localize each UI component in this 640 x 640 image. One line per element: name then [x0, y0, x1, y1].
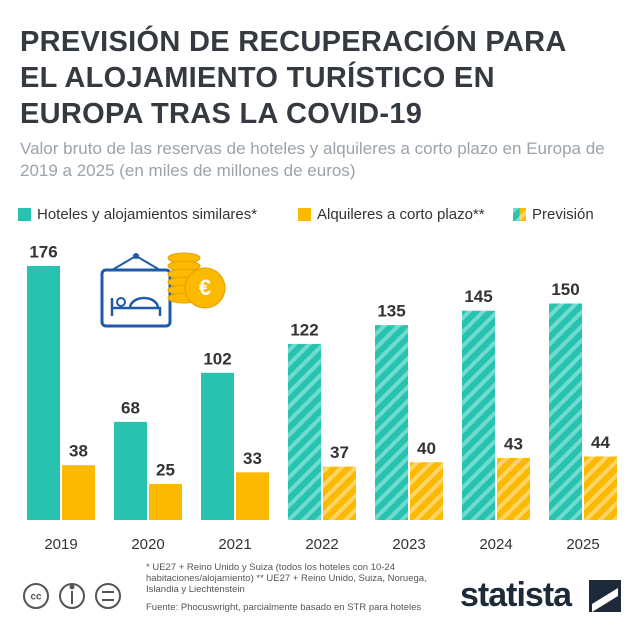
- data-label: 145: [464, 287, 492, 306]
- legend-label: Previsión: [532, 206, 594, 223]
- legend-swatch: [18, 208, 31, 221]
- bar: [288, 343, 321, 520]
- x-tick-label: 2021: [218, 536, 251, 553]
- bar: [201, 372, 234, 520]
- footnote: * UE27 + Reino Unido y Suiza (todos los …: [146, 562, 427, 595]
- x-tick-label: 2019: [44, 536, 77, 553]
- bar: [462, 310, 495, 520]
- license-icons: [23, 583, 121, 609]
- data-label: 122: [290, 320, 318, 339]
- bar: [323, 466, 356, 520]
- data-label: 102: [203, 349, 231, 368]
- legend-swatch: [519, 208, 526, 221]
- bar: [584, 456, 617, 520]
- data-label: 150: [551, 280, 579, 299]
- x-tick-label: 2025: [566, 536, 599, 553]
- bar: [236, 472, 269, 520]
- bar: [497, 457, 530, 520]
- legend-swatch: [298, 208, 311, 221]
- x-tick-label: 2023: [392, 536, 425, 553]
- bar: [375, 325, 408, 520]
- data-label: 176: [29, 242, 57, 261]
- bar: [149, 483, 182, 520]
- data-label: 68: [121, 398, 140, 417]
- bar: [62, 465, 95, 520]
- data-label: 38: [69, 442, 88, 461]
- bar: [27, 266, 60, 520]
- data-label: 25: [156, 460, 175, 479]
- data-label: 135: [377, 302, 405, 321]
- brand-name: statista: [460, 576, 572, 614]
- cc-mark: cc: [30, 592, 42, 603]
- legend-swatch: [513, 208, 520, 221]
- hotel-icon: €: [100, 252, 226, 328]
- x-tick-label: 2022: [305, 536, 338, 553]
- legend-label: Hoteles y alojamientos similares*: [37, 206, 257, 223]
- svg-text:€: €: [199, 275, 211, 300]
- bar: [549, 303, 582, 520]
- source: Fuente: Phocuswright, parcialmente basad…: [146, 602, 422, 613]
- legend-label: Alquileres a corto plazo**: [317, 206, 485, 223]
- data-label: 44: [591, 433, 610, 452]
- brand-logo: [589, 580, 621, 612]
- data-label: 33: [243, 449, 262, 468]
- chart-subtitle: Valor bruto de las reservas de hoteles y…: [20, 139, 605, 180]
- bar: [114, 421, 147, 520]
- chart-title: PREVISIÓN DE RECUPERACIÓN PARA EL ALOJAM…: [20, 26, 566, 130]
- x-tick-label: 2020: [131, 536, 164, 553]
- data-label: 40: [417, 439, 436, 458]
- data-label: 37: [330, 443, 349, 462]
- x-tick-label: 2024: [479, 536, 512, 553]
- data-label: 43: [504, 434, 523, 453]
- bar: [410, 462, 443, 520]
